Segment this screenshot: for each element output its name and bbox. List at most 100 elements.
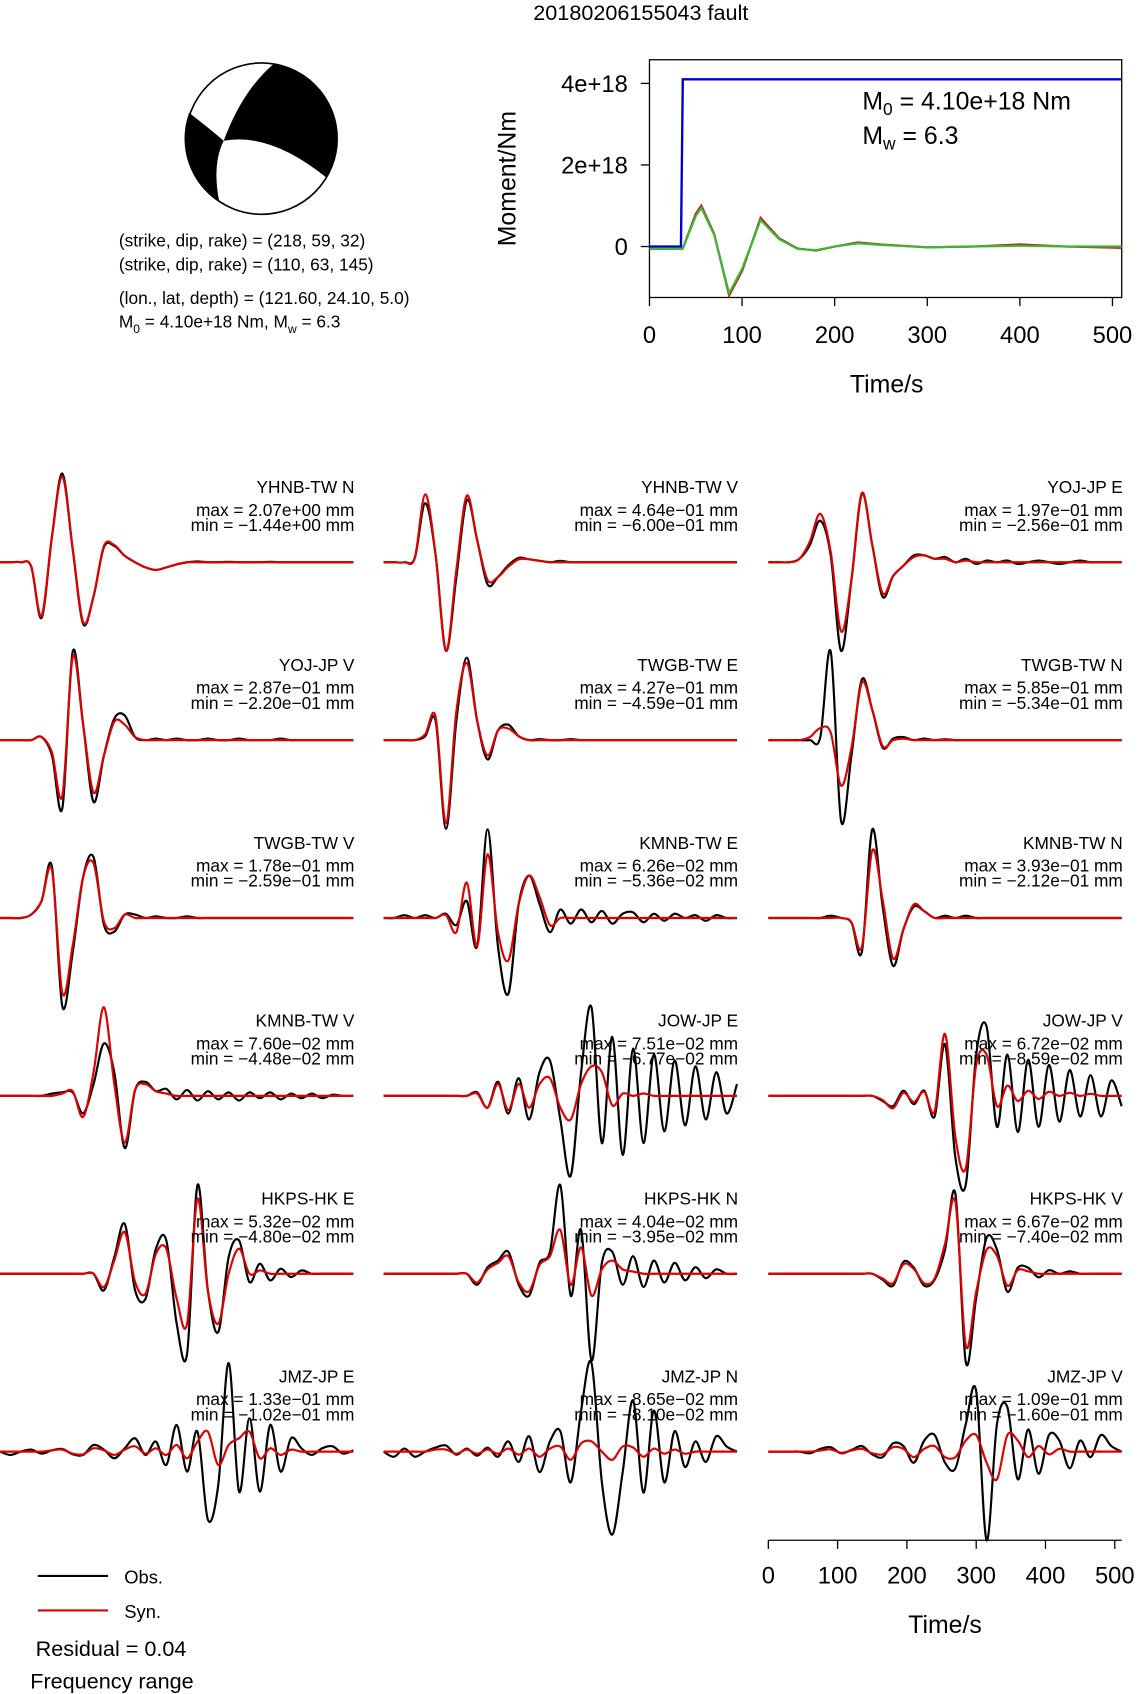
station-label: JMZ-JP E [279,1366,355,1386]
station-label: JOW-JP V [1043,1011,1123,1031]
moment-text: M0 = 4.10e+18 Nm, Mw = 6.3 [119,312,341,336]
moment-line [649,205,1122,297]
text-part: = 6.3 [896,123,959,150]
max-label: max = 3.93e−01 mm [964,856,1122,876]
synthetic-waveform [383,1228,737,1297]
synthetic-waveform [768,680,1122,787]
observed-waveform [383,1359,738,1536]
text-part: M [119,312,133,332]
station-label: HKPS-HK E [261,1189,354,1209]
max-label: max = 6.72e−02 mm [964,1033,1122,1053]
x-tick-label: 300 [907,322,947,349]
min-label: min = −6.00e−01 mm [574,515,738,535]
min-label: min = −5.36e−02 mm [574,871,738,891]
synthetic-waveform [768,1431,1122,1482]
y-tick-label: 4e+18 [561,71,628,98]
x-tick-label: 100 [722,322,762,349]
synthetic-waveform [383,661,737,825]
station-label: YOJ-JP E [1047,477,1123,497]
synthetic-waveform [0,654,354,800]
min-label: min = −3.95e−02 mm [574,1226,738,1246]
max-label: max = 5.85e−01 mm [964,678,1122,698]
subscript: 0 [883,99,893,119]
plot-frame [648,59,1123,299]
residual: Residual = 0.04 [36,1636,187,1661]
synthetic-waveform [383,853,737,963]
text-part: = 4.10e+18 Nm [893,88,1071,115]
station-label: HKPS-HK N [644,1189,738,1209]
x-tick-label: 300 [956,1562,996,1589]
max-label: max = 8.65e−02 mm [580,1389,739,1409]
max-label: max = 1.78e−01 mm [196,856,354,876]
station-label: HKPS-HK V [1030,1189,1124,1209]
text-part: = 6.3 [297,312,341,332]
legend-label: Obs. [124,1566,163,1587]
x-tick-label: 0 [643,322,656,349]
max-label: max = 7.60e−02 mm [196,1033,354,1053]
y-tick-label: 2e+18 [561,153,628,180]
synthetic-waveform [0,475,354,625]
station-label: JOW-JP E [658,1011,738,1031]
figure-title: 20180206155043 fault [533,0,748,25]
annotation: M0 = 4.10e+18 Nm [862,88,1071,118]
mechanism-line: (strike, dip, rake) = (110, 63, 145) [119,254,374,274]
station-label: KMNB-TW V [256,1011,355,1031]
min-label: min = −2.20e−01 mm [191,693,355,713]
min-label: min = −8.10e−02 mm [574,1404,738,1424]
min-label: min = −1.60e−01 mm [959,1404,1123,1424]
station-label: TWGB-TW E [637,655,738,675]
x-tick-label: 0 [762,1562,775,1589]
min-label: min = −8.59e−02 mm [959,1049,1123,1069]
x-tick-label: 200 [887,1562,927,1589]
subscript: 0 [133,322,140,336]
max-label: max = 4.64e−01 mm [580,500,739,520]
station-label: YHNB-TW V [641,477,738,497]
min-label: min = −1.02e−01 mm [191,1404,355,1424]
text-part: M [862,123,883,150]
y-tick-label: 0 [615,234,628,261]
moment-line [649,78,1122,248]
text-part: M [862,88,883,115]
synthetic-waveform [768,491,1122,633]
frequency-range: Frequency range [30,1668,193,1693]
subscript: w [287,322,297,336]
station-label: KMNB-TW E [639,833,738,853]
synthetic-waveform [0,1006,354,1144]
station-label: TWGB-TW V [254,833,355,853]
max-label: max = 1.97e−01 mm [964,500,1122,520]
max-label: max = 1.09e−01 mm [964,1389,1122,1409]
station-label: YHNB-TW N [257,477,355,497]
station-label: JMZ-JP N [662,1366,738,1386]
synthetic-waveform [0,859,354,997]
min-label: min = −2.12e−01 mm [959,871,1123,891]
x-tick-label: 400 [1000,322,1040,349]
max-label: max = 4.04e−02 mm [580,1211,739,1231]
x-axis-label: Time/s [850,372,924,399]
synthetic-waveform [0,1197,354,1330]
max-label: max = 4.27e−01 mm [580,678,739,698]
beachball-compression [223,64,338,178]
synthetic-waveform [768,1032,1122,1173]
max-label: max = 2.87e−01 mm [196,678,354,698]
station-label: JMZ-JP V [1047,1366,1123,1386]
beachball [184,62,338,216]
max-label: max = 2.07e+00 mm [196,500,354,520]
max-label: max = 6.26e−02 mm [580,856,739,876]
min-label: min = −4.59e−01 mm [574,693,738,713]
synthetic-waveform [383,1064,737,1122]
min-label: min = −7.40e−02 mm [959,1226,1123,1246]
station-label: YOJ-JP V [279,655,355,675]
annotation: Mw = 6.3 [862,123,958,153]
min-label: min = −2.56e−01 mm [959,515,1123,535]
text-part: = 4.10e+18 Nm, M [140,312,288,332]
x-axis-label: Time/s [908,1612,982,1639]
station-label: KMNB-TW N [1023,833,1123,853]
x-tick-label: 400 [1026,1562,1066,1589]
synthetic-waveform [383,493,737,652]
x-tick-label: 500 [1095,1562,1135,1589]
observed-waveform [0,1042,354,1150]
observed-waveform [768,1385,1123,1542]
